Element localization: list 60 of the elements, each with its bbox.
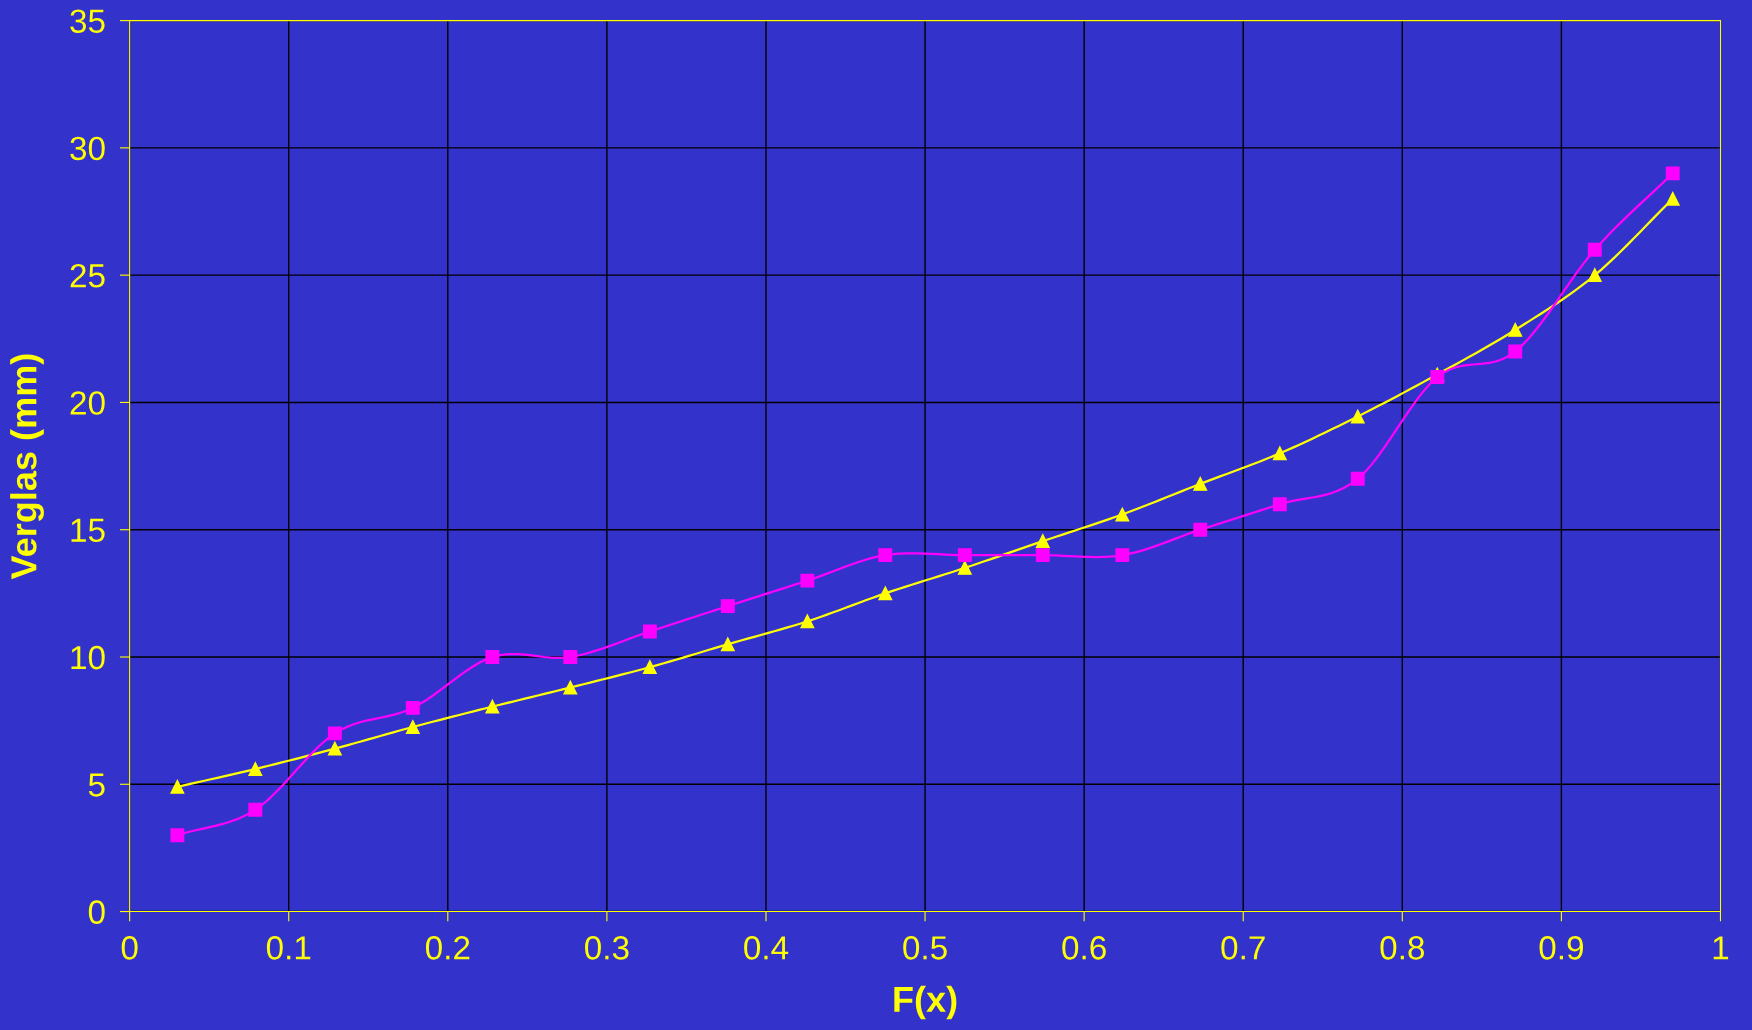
y-tick-label: 5 bbox=[88, 773, 105, 797]
point bbox=[1272, 446, 1287, 461]
point bbox=[800, 573, 815, 588]
point bbox=[1587, 268, 1602, 283]
point bbox=[1035, 534, 1050, 549]
point bbox=[1508, 344, 1523, 359]
x-tick-label: 0.1 bbox=[266, 936, 311, 960]
x-tick-label: 0.7 bbox=[1221, 936, 1265, 960]
point bbox=[405, 720, 420, 734]
y-tick-label: 20 bbox=[70, 391, 105, 415]
point bbox=[720, 637, 735, 652]
point bbox=[1587, 242, 1602, 257]
point bbox=[170, 779, 185, 794]
point bbox=[1430, 370, 1445, 384]
point bbox=[720, 599, 735, 614]
y-tick-label: 35 bbox=[70, 9, 105, 34]
point bbox=[957, 548, 972, 563]
point bbox=[248, 762, 263, 776]
y-tick-label: 30 bbox=[70, 136, 105, 161]
point bbox=[170, 828, 185, 843]
point bbox=[1035, 548, 1050, 563]
point bbox=[405, 700, 420, 715]
y-tick-label: 15 bbox=[71, 518, 105, 543]
y-tick-label: 10 bbox=[71, 645, 105, 670]
x-tick-label: 0.9 bbox=[1539, 936, 1583, 960]
x-tick-label: 0.4 bbox=[744, 936, 789, 960]
x-axis-title: F(x) bbox=[894, 985, 957, 1020]
point bbox=[327, 726, 342, 741]
point bbox=[1665, 166, 1680, 181]
point bbox=[642, 624, 657, 639]
point bbox=[1665, 191, 1680, 206]
point bbox=[642, 660, 657, 675]
point bbox=[1272, 497, 1287, 512]
point bbox=[485, 650, 500, 664]
point bbox=[563, 680, 578, 695]
x-tick-label: 0.5 bbox=[903, 936, 947, 960]
point bbox=[1115, 507, 1130, 522]
point bbox=[1193, 522, 1208, 537]
x-tick-label: 0.6 bbox=[1062, 936, 1106, 960]
point bbox=[800, 614, 815, 629]
point bbox=[1115, 548, 1130, 563]
point bbox=[485, 699, 500, 714]
point bbox=[878, 548, 893, 563]
point bbox=[1350, 471, 1365, 486]
x-tick-label: 0.3 bbox=[585, 936, 629, 960]
y-axis-title: Verglas (mm) bbox=[10, 354, 44, 580]
point bbox=[1350, 409, 1365, 424]
x-tick-label: 0.2 bbox=[425, 936, 470, 960]
y-tick-label: 25 bbox=[70, 263, 105, 288]
point bbox=[1508, 322, 1523, 337]
point bbox=[957, 560, 972, 575]
point bbox=[878, 586, 893, 601]
point bbox=[248, 802, 263, 817]
point bbox=[327, 741, 342, 756]
point bbox=[1193, 476, 1208, 491]
x-tick-label: 0 bbox=[121, 936, 138, 960]
y-tick-label: 0 bbox=[88, 900, 105, 924]
x-tick-label: 1 bbox=[1713, 936, 1729, 960]
point bbox=[563, 650, 578, 664]
x-tick-label: 0.8 bbox=[1380, 936, 1425, 960]
